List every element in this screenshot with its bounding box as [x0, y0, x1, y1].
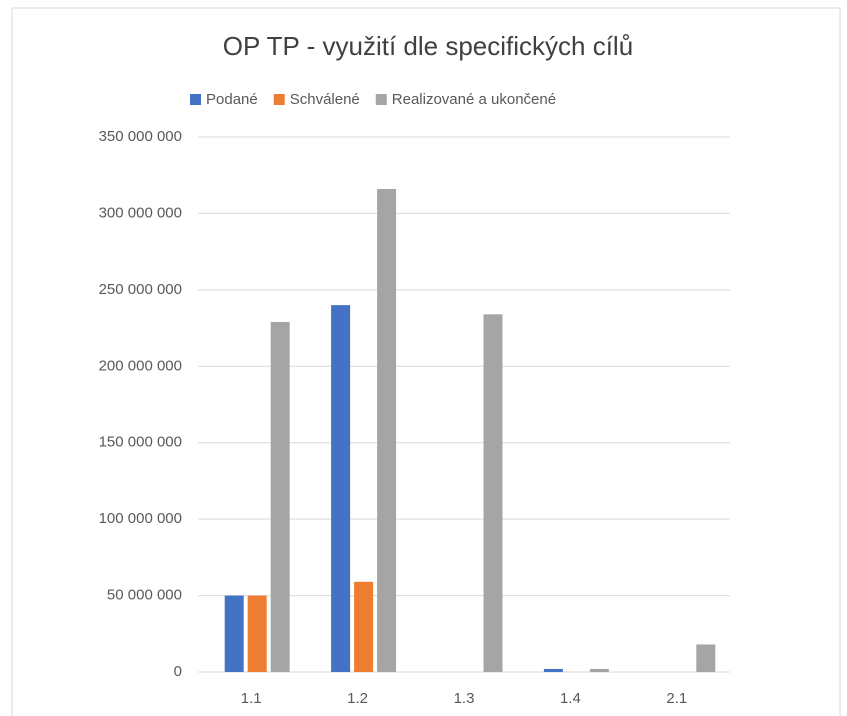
- x-tick-label: 1.1: [241, 690, 262, 707]
- y-tick-label: 50 000 000: [107, 587, 182, 604]
- x-tick-label: 2.1: [666, 690, 687, 707]
- chart-border: [11, 7, 841, 716]
- legend-label: Realizované a ukončené: [392, 91, 556, 108]
- y-tick-label: 0: [174, 663, 182, 680]
- x-tick-label: 1.2: [347, 690, 368, 707]
- bar: [543, 668, 563, 672]
- y-tick-label: 350 000 000: [99, 128, 182, 145]
- legend-swatch: [273, 94, 285, 105]
- bar: [354, 581, 374, 672]
- y-tick-label: 200 000 000: [99, 357, 182, 374]
- x-tick-label: 1.4: [560, 690, 581, 707]
- y-tick-label: 300 000 000: [99, 204, 182, 221]
- legend-label: Schválené: [290, 91, 360, 108]
- bar: [224, 595, 244, 672]
- chart-title: OP TP - využití dle specifických cílů: [223, 31, 633, 61]
- bar: [270, 321, 290, 672]
- legend-swatch: [375, 94, 387, 105]
- legend-label: Podané: [206, 91, 258, 108]
- bar: [589, 668, 609, 672]
- bar: [696, 644, 716, 672]
- y-tick-label: 250 000 000: [99, 281, 182, 298]
- x-tick-label: 1.3: [454, 690, 475, 707]
- bar: [331, 305, 351, 672]
- bar: [483, 314, 503, 672]
- bar: [377, 188, 397, 672]
- legend-swatch: [190, 94, 201, 105]
- y-tick-label: 150 000 000: [99, 434, 182, 451]
- y-tick-label: 100 000 000: [99, 510, 182, 527]
- bar: [247, 595, 267, 672]
